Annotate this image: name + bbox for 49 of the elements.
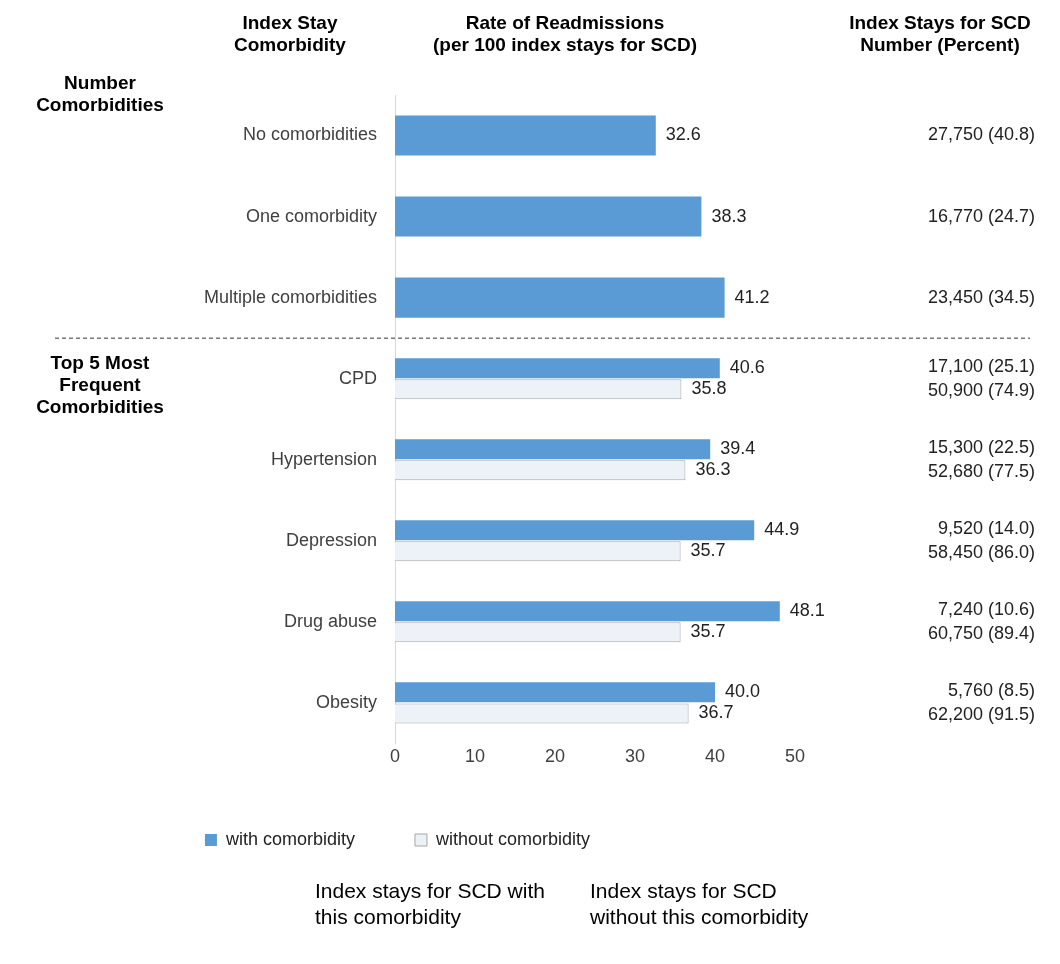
x-tick-label: 40 (704, 746, 726, 767)
text: 50,900 (74.9) (927, 379, 1035, 400)
text: 15,300 (22.5) (927, 436, 1035, 457)
data-label: 38.3 (711, 205, 747, 226)
y-tick-label: CPD (338, 367, 377, 388)
y-tick-label: Multiple comorbidities (203, 286, 377, 307)
text: 23,450 (34.5) (927, 286, 1035, 307)
text: 27,750 (40.8) (927, 124, 1035, 145)
text: Index Stays for SCD Number (Percent) (848, 12, 1032, 56)
text: 52,680 (77.5) (927, 460, 1035, 481)
data-label: 41.2 (734, 286, 770, 307)
text: Index stays for SCD without this comorbidity (590, 878, 810, 930)
y-tick-label: Drug abuse (283, 610, 377, 631)
y-tick-label: No comorbidities (242, 124, 377, 145)
data-label: 36.3 (695, 459, 731, 480)
y-tick-label: Obesity (315, 691, 377, 712)
data-label: 44.9 (764, 519, 800, 540)
data-label: 48.1 (789, 600, 825, 621)
x-tick-label: 20 (544, 746, 566, 767)
text: 5,760 (8.5) (947, 679, 1035, 700)
data-label: 40.0 (725, 681, 761, 702)
x-tick-label: 50 (784, 746, 806, 767)
data-label: 35.7 (690, 621, 726, 642)
data-label: 35.7 (690, 540, 726, 561)
x-tick-label: 10 (464, 746, 486, 767)
legend-label: with comorbidity (224, 828, 355, 849)
data-label: 39.4 (720, 438, 756, 459)
x-tick-label: 30 (624, 746, 646, 767)
text: 16,770 (24.7) (927, 205, 1035, 226)
data-label: 32.6 (665, 124, 701, 145)
text: 17,100 (25.1) (927, 355, 1035, 376)
data-label: 36.7 (698, 702, 734, 723)
text: 58,450 (86.0) (927, 541, 1035, 562)
text: 7,240 (10.6) (937, 598, 1035, 619)
x-tick-label: 0 (389, 746, 401, 767)
text: Index stays for SCD with this comorbidity (315, 878, 546, 930)
y-tick-label: One comorbidity (245, 205, 377, 226)
data-label: 35.8 (691, 378, 727, 399)
data-label: 40.6 (729, 357, 765, 378)
chart-title: Rate of Readmissions (per 100 index stays for SCD) (432, 12, 698, 56)
y-tick-label: Depression (285, 529, 377, 550)
text: Top 5 Most Frequent Comorbidities (35, 352, 165, 418)
text: Number Comorbidities (35, 72, 165, 116)
y-tick-label: Hypertension (270, 448, 377, 469)
legend-label: without comorbidity (434, 828, 591, 849)
text: 62,200 (91.5) (927, 703, 1035, 724)
y-axis-title: Index Stay Comorbidity (233, 12, 347, 56)
text: 60,750 (89.4) (927, 622, 1035, 643)
text: 9,520 (14.0) (937, 517, 1035, 538)
